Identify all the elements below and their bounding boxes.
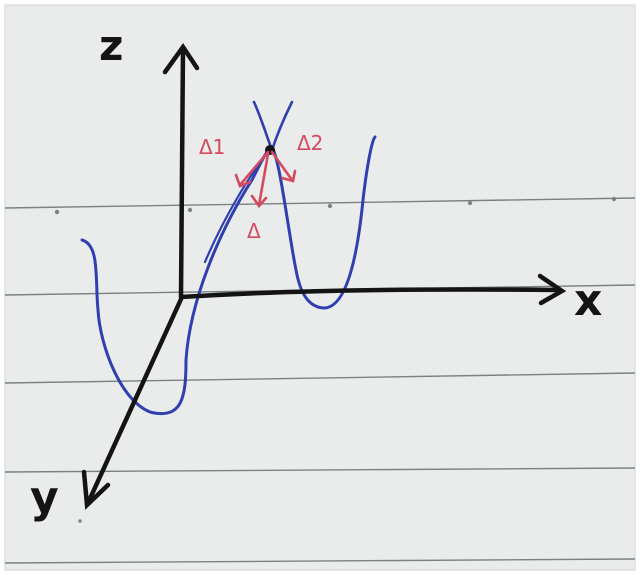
y-axis-label: y [30,472,59,523]
x-axis [178,287,561,300]
ruled-dots [54,196,617,523]
z-axis-label: z [99,21,123,70]
curve-path [80,135,377,416]
paper-background [4,4,636,571]
delta2-label: Δ2 [297,131,323,155]
ruled-line [4,197,636,209]
ruled-line [4,372,636,384]
delta2-arrow [270,150,294,182]
delta-label: Δ [247,219,261,243]
z-arrowhead [162,43,200,75]
ruled-lines [4,197,636,564]
delta-arrow [257,152,270,207]
delta1-label: Δ1 [199,135,225,159]
ruled-line [4,467,636,473]
x-axis-label: x [574,275,602,326]
y-axis [85,294,185,506]
ruled-line [4,558,636,564]
axes [81,43,567,510]
y-arrowhead [81,469,111,510]
x-arrowhead [537,273,567,306]
delta1-arrow [238,150,270,187]
delta-vectors [234,150,297,209]
z-axis [178,45,186,299]
